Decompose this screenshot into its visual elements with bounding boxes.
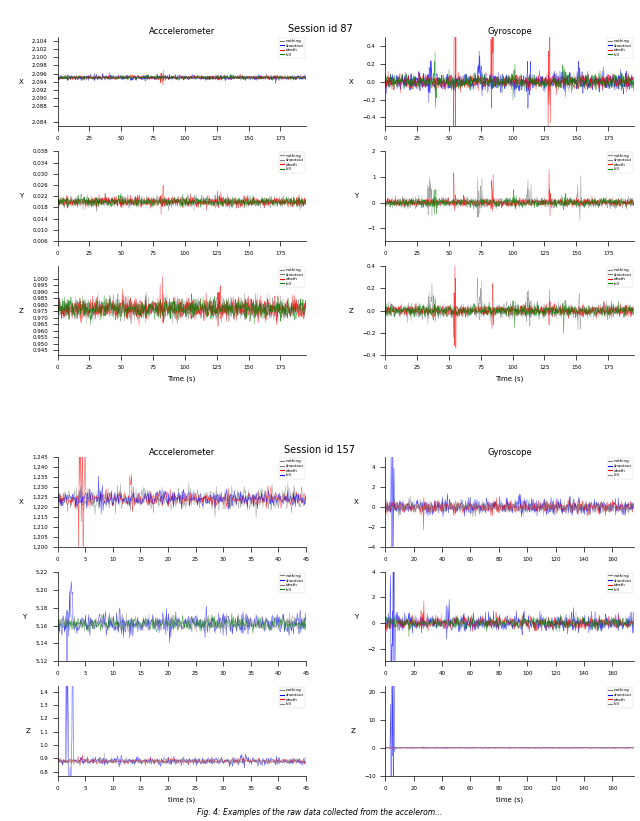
Legend: nothing, shootout, death, kill: nothing, shootout, death, kill	[607, 267, 633, 287]
Legend: nothing, shootout, death, kill: nothing, shootout, death, kill	[279, 38, 305, 58]
Legend: nothing, shootout, death, kill: nothing, shootout, death, kill	[607, 458, 633, 479]
X-axis label: time (s): time (s)	[168, 796, 195, 803]
Text: Session id 87: Session id 87	[287, 25, 353, 34]
Y-axis label: Y: Y	[355, 193, 358, 200]
Y-axis label: Y: Y	[19, 193, 23, 200]
Y-axis label: X: X	[354, 499, 359, 505]
Y-axis label: X: X	[19, 499, 24, 505]
Legend: nothing, shootout, death, kill: nothing, shootout, death, kill	[279, 267, 305, 287]
X-axis label: Time (s): Time (s)	[495, 376, 524, 383]
Legend: nothing, shootout, death, kill: nothing, shootout, death, kill	[279, 458, 305, 479]
Y-axis label: Y: Y	[355, 613, 358, 620]
Title: Acccelerometer: Acccelerometer	[148, 27, 215, 36]
Legend: nothing, shootout, death, kill: nothing, shootout, death, kill	[607, 152, 633, 172]
Legend: nothing, shootout, death, kill: nothing, shootout, death, kill	[279, 573, 305, 593]
Y-axis label: X: X	[349, 79, 353, 85]
X-axis label: Time (s): Time (s)	[168, 376, 196, 383]
Y-axis label: Z: Z	[26, 728, 31, 734]
Y-axis label: Z: Z	[19, 308, 24, 314]
X-axis label: time (s): time (s)	[496, 796, 523, 803]
Legend: nothing, shootout, death, kill: nothing, shootout, death, kill	[607, 573, 633, 593]
Y-axis label: X: X	[19, 79, 24, 85]
Y-axis label: Z: Z	[349, 308, 353, 314]
Title: Gyroscope: Gyroscope	[487, 27, 532, 36]
Legend: nothing, shootout, death, kill: nothing, shootout, death, kill	[279, 152, 305, 172]
Y-axis label: Z: Z	[351, 728, 355, 734]
Legend: nothing, shootout, death, kill: nothing, shootout, death, kill	[607, 687, 633, 708]
Legend: nothing, shootout, death, kill: nothing, shootout, death, kill	[607, 38, 633, 58]
Text: Session id 157: Session id 157	[285, 445, 355, 455]
Y-axis label: Y: Y	[22, 613, 27, 620]
Title: Gyroscope: Gyroscope	[487, 447, 532, 456]
Text: Fig. 4: Examples of the raw data collected from the accelerom...: Fig. 4: Examples of the raw data collect…	[197, 808, 443, 817]
Title: Acccelerometer: Acccelerometer	[148, 447, 215, 456]
Legend: nothing, shootout, death, kill: nothing, shootout, death, kill	[279, 687, 305, 708]
